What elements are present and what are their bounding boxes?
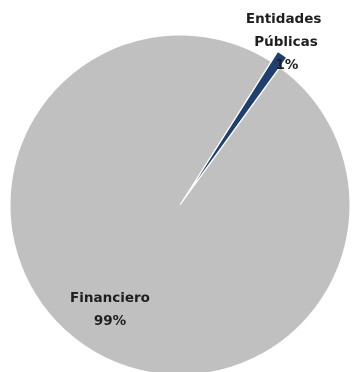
pie-slices (9, 34, 351, 372)
slice-label-entidades-publicas: Entidades Públicas (246, 11, 326, 50)
slice-label-entidades-line-1: Entidades (246, 11, 322, 27)
pie-slice-entidades-p-blicas (186, 50, 288, 196)
pie-slice-financiero (9, 34, 351, 372)
slice-label-entidades-line-2: Públicas (254, 34, 318, 50)
slice-label-financiero: Financiero (70, 290, 150, 306)
slice-value-financiero: 99% (94, 313, 127, 329)
slice-value-entidades-publicas: 1% (276, 57, 299, 73)
